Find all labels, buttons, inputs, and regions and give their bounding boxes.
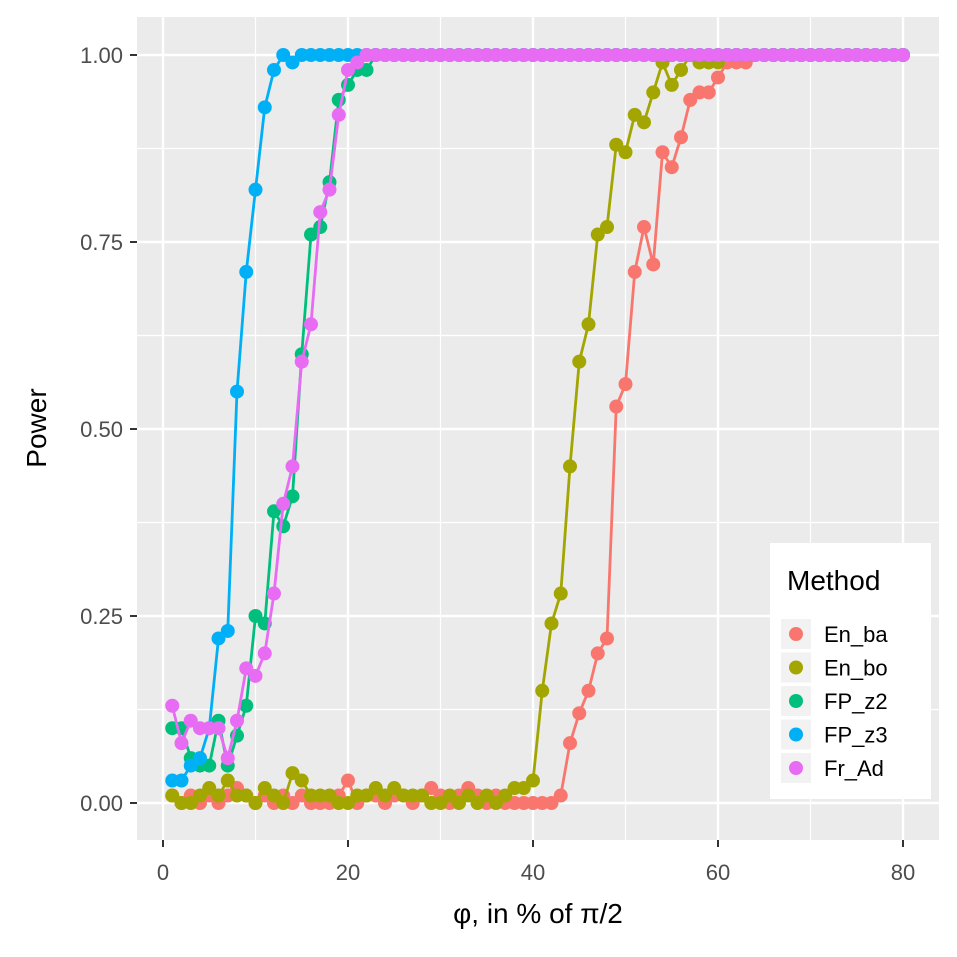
data-point [211, 721, 226, 736]
data-point [276, 496, 291, 511]
y-axis-title: Power [21, 388, 52, 467]
data-point [257, 646, 272, 661]
data-point [267, 62, 281, 77]
data-point [248, 796, 263, 810]
data-point [674, 62, 688, 77]
data-point [257, 100, 272, 115]
data-point [553, 788, 568, 803]
legend-items: En_ba En_bo FP_z2 FP_z3 Fr_Ad [781, 619, 888, 783]
data-point [230, 713, 244, 728]
data-point [600, 631, 614, 646]
x-tick-label: 80 [891, 860, 915, 885]
data-point [322, 182, 337, 197]
data-point [590, 646, 605, 661]
data-point [248, 182, 263, 197]
x-tick-label: 20 [336, 860, 360, 885]
data-point [664, 77, 679, 92]
data-point [563, 736, 577, 751]
data-point [674, 130, 688, 145]
data-point [341, 773, 355, 788]
data-point [535, 683, 550, 698]
data-point [572, 354, 587, 369]
data-point [331, 107, 346, 122]
data-point [174, 736, 189, 751]
x-axis: 0 20 40 60 80 [157, 840, 915, 885]
data-point [276, 796, 291, 810]
legend-key-fp-z2 [789, 694, 803, 708]
y-axis: 0.00 0.25 0.50 0.75 1.00 [80, 43, 137, 816]
y-tick-label: 1.00 [80, 43, 123, 68]
data-point [239, 698, 254, 713]
data-point [637, 115, 651, 130]
y-tick-label: 0.00 [80, 791, 123, 816]
legend-label: Fr_Ad [824, 756, 884, 781]
data-point [646, 85, 661, 100]
data-point [896, 48, 910, 62]
x-axis-title: φ, in % of π/2 [453, 898, 623, 929]
y-tick-label: 0.75 [80, 230, 123, 255]
data-point [294, 354, 309, 369]
legend-title: Method [787, 565, 880, 596]
legend-key-en-bo [789, 660, 803, 675]
data-point [711, 70, 725, 85]
data-point [276, 519, 291, 534]
data-point [174, 773, 189, 788]
series-fr-ad [165, 48, 910, 766]
data-point [220, 623, 235, 638]
legend-label: En_bo [824, 656, 888, 681]
data-point [239, 264, 254, 279]
data-point [211, 788, 226, 803]
data-point [193, 751, 207, 766]
x-tick-label: 40 [521, 860, 545, 885]
data-point [526, 773, 540, 788]
data-point [165, 698, 180, 713]
data-point [248, 668, 263, 683]
data-point [220, 751, 235, 766]
data-point [544, 616, 559, 631]
data-point [267, 586, 281, 601]
legend-label: FP_z3 [824, 723, 888, 748]
data-point [664, 160, 679, 175]
legend-key-en-ba [789, 627, 803, 641]
data-point [618, 145, 633, 160]
data-point [285, 459, 300, 474]
data-point [637, 220, 651, 235]
data-point [563, 459, 577, 474]
y-tick-label: 0.50 [80, 417, 123, 442]
data-point [572, 706, 587, 721]
legend-key-fr-ad [789, 761, 803, 775]
data-point [609, 399, 624, 414]
data-point [553, 586, 568, 601]
data-point [220, 773, 235, 788]
x-tick-label: 60 [706, 860, 730, 885]
legend: Method En_ba En_bo FP_z2 FP_z3 Fr_Ad [770, 543, 931, 799]
data-point [655, 145, 670, 160]
data-point [294, 773, 309, 788]
x-tick-label: 0 [157, 860, 169, 885]
y-tick-label: 0.25 [80, 604, 123, 629]
data-point [701, 85, 716, 100]
legend-label: FP_z2 [824, 689, 888, 714]
data-point [581, 683, 596, 698]
data-point [600, 220, 614, 235]
data-point [313, 205, 328, 220]
data-point [627, 264, 642, 279]
data-point [618, 377, 633, 392]
series-layer [165, 48, 910, 810]
legend-key-fp-z3 [789, 727, 803, 742]
data-point [230, 384, 244, 399]
data-point [304, 317, 318, 332]
data-point [581, 317, 596, 332]
legend-label: En_ba [824, 622, 888, 647]
data-point [646, 257, 661, 272]
